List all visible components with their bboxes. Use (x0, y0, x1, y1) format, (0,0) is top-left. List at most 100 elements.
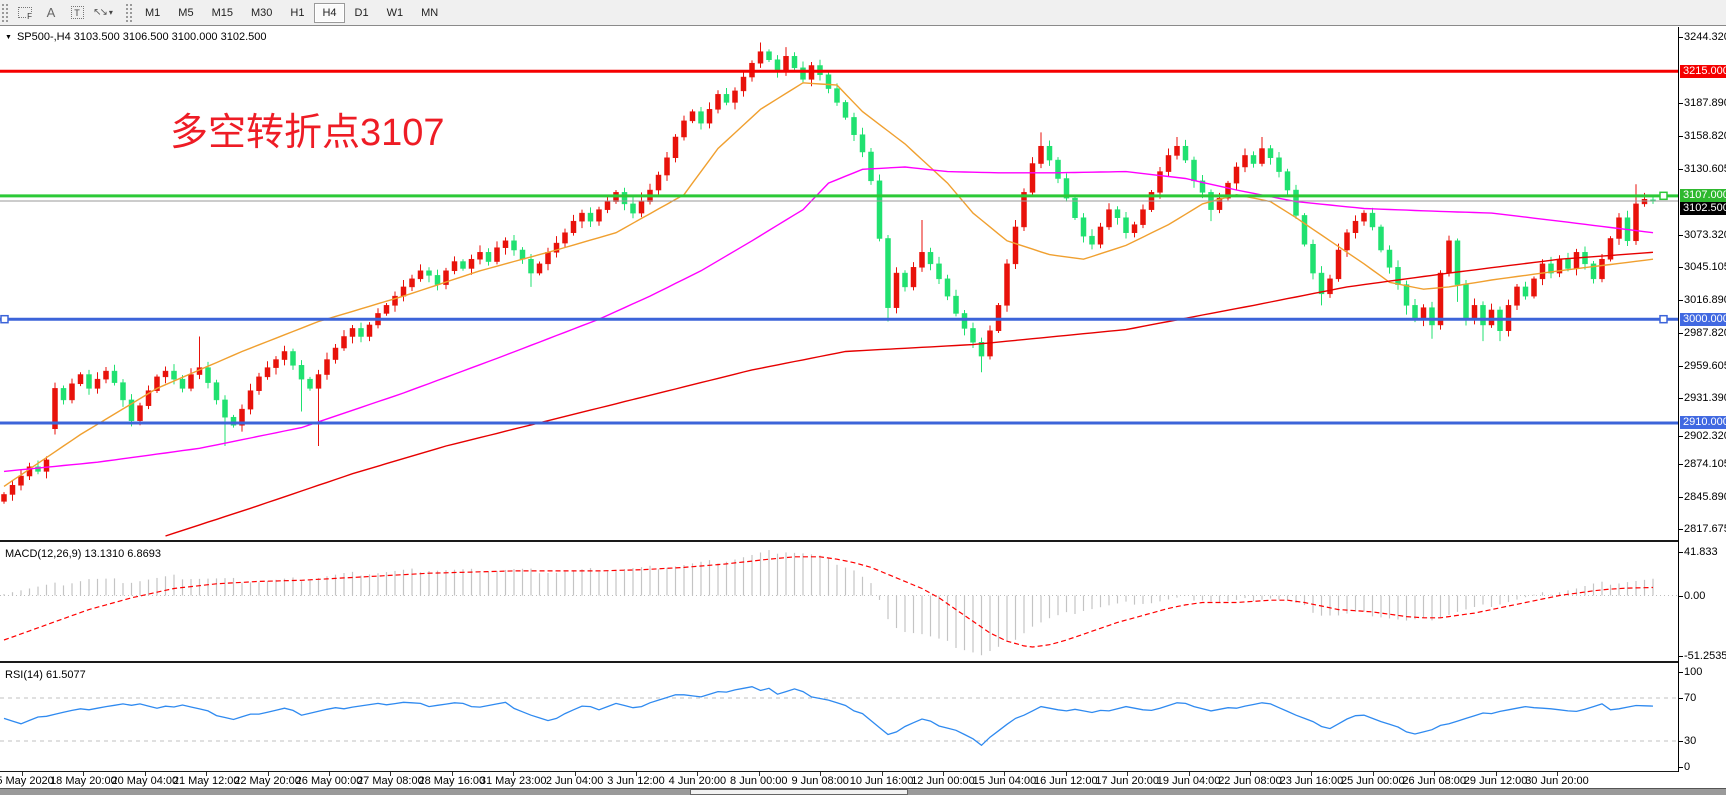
time-label: 15 May 2020 (0, 775, 54, 787)
hline-handle-right-pivot-3107[interactable] (1659, 191, 1668, 201)
timeframe-button-m1[interactable]: M1 (137, 3, 168, 23)
pivot-annotation-text[interactable]: 多空转折点3107 (170, 112, 445, 154)
axis-tick (1679, 168, 1683, 170)
price-tick-label: 2987.820 (1684, 327, 1726, 340)
time-tick (697, 772, 699, 776)
ma-mid-magenta (3, 166, 1654, 473)
axis-tick (1679, 698, 1683, 699)
price-tick-label: 3244.320 (1684, 31, 1726, 44)
price-axis[interactable]: 3244.320 3187.890 3158.820 3130.605 3073.320… (1678, 27, 1726, 773)
template-grid-icon: F (18, 7, 32, 21)
axis-tick (1679, 464, 1683, 466)
hline-handle-right-support-3000[interactable] (1659, 314, 1668, 324)
chevron-down-icon[interactable]: ▾ (108, 8, 113, 17)
time-tick (83, 772, 85, 776)
timeframe-button-m30[interactable]: M30 (243, 3, 280, 23)
horizontal-scrollbar[interactable] (0, 788, 1726, 795)
time-label: 22 Jun 08:00 (1218, 775, 1282, 787)
timeframe-button-h1[interactable]: H1 (282, 3, 312, 23)
price-tick-label: 3073.320 (1684, 228, 1726, 241)
price-badge-3215.000: 3215.000 (1680, 64, 1726, 78)
time-label: 20 May 04:00 (111, 775, 179, 787)
macd-label: MACD(12,26,9) 13.1310 6.8693 (5, 548, 161, 560)
price-tick-label: 2845.890 (1684, 490, 1726, 503)
timeframe-button-d1[interactable]: D1 (347, 3, 377, 23)
arrows-tool-button[interactable]: ↖↘ ▾ (90, 2, 116, 24)
timeframe-button-h4[interactable]: H4 (314, 2, 345, 23)
hline-handle-left-support-3000[interactable] (0, 314, 9, 324)
axis-tick (1679, 435, 1683, 437)
price-tick-label: 2931.390 (1684, 392, 1726, 405)
time-tick (206, 772, 208, 776)
symbol-ohlc-text: SP500-,H4 3103.500 3106.500 3100.000 310… (16, 31, 267, 43)
rsi-axis-label: 100 (1684, 666, 1703, 678)
time-label: 28 May 16:00 (418, 775, 486, 787)
time-tick (1188, 772, 1190, 776)
price-badge-3102.500: 3102.500 (1680, 202, 1726, 216)
time-tick (1065, 772, 1067, 776)
time-tick (513, 772, 515, 776)
axis-tick (1679, 595, 1683, 597)
time-tick (267, 772, 269, 776)
macd-panel[interactable]: MACD(12,26,9) 13.1310 6.8693 (0, 545, 1678, 663)
axis-tick (1679, 496, 1683, 498)
timeframe-button-m15[interactable]: M15 (204, 3, 241, 23)
time-label: 15 Jun 04:00 (972, 775, 1037, 787)
time-tick (1311, 772, 1313, 776)
timeframe-button-mn[interactable]: MN (413, 3, 446, 23)
time-label: 31 May 23:00 (479, 775, 547, 787)
scrollbar-thumb[interactable] (690, 789, 908, 795)
time-tick (636, 772, 637, 776)
arrows-icon: ↖↘ (93, 7, 108, 18)
macd-chart[interactable] (0, 545, 1678, 663)
ma-slow-red (165, 251, 1654, 537)
time-label: 26 May 00:00 (295, 775, 363, 787)
time-tick (1434, 772, 1436, 776)
text-box-icon: T (70, 6, 84, 19)
time-tick (329, 772, 330, 776)
time-label: 2 Jun 04:00 (545, 775, 604, 787)
main-chart-panel[interactable]: ▼ SP500-,H4 3103.500 3106.500 3100.000 3… (0, 27, 1678, 542)
time-label: 3 Jun 12:00 (607, 775, 665, 787)
axis-tick (1679, 767, 1683, 768)
time-tick (390, 772, 392, 776)
macd-signal-line (3, 556, 1654, 648)
price-tick-label: 3187.890 (1684, 96, 1726, 109)
time-tick (22, 772, 23, 776)
rsi-axis-label: 70 (1684, 692, 1697, 704)
text-label-tool-button[interactable]: A (38, 2, 64, 24)
chart-template-tool-button[interactable]: F (12, 2, 38, 24)
time-tick (1372, 772, 1374, 776)
time-tick (451, 772, 453, 776)
rsi-panel[interactable]: RSI(14) 61.5077 (0, 666, 1678, 772)
toolbar-drag-handle[interactable] (2, 3, 8, 22)
timeframe-button-m5[interactable]: M5 (170, 3, 201, 23)
time-label: 4 Jun 20:00 (668, 775, 727, 787)
time-label: 22 May 20:00 (234, 775, 301, 787)
price-tick-label: 3130.605 (1684, 162, 1726, 175)
timeframe-button-w1[interactable]: W1 (379, 3, 412, 23)
axis-tick (1679, 234, 1683, 236)
rsi-line (3, 686, 1654, 747)
axis-tick (1679, 136, 1683, 138)
price-tick-label: 2902.320 (1684, 429, 1726, 442)
ma-fast-orange (3, 82, 1654, 487)
time-tick (1250, 772, 1251, 776)
axis-tick (1679, 333, 1683, 335)
time-label: 23 Jun 16:00 (1279, 775, 1344, 787)
time-label: 10 Jun 16:00 (849, 775, 914, 787)
time-tick (758, 772, 760, 776)
candlestick-chart[interactable] (0, 27, 1678, 542)
text-box-tool-button[interactable]: T (64, 2, 90, 24)
axis-tick (1679, 398, 1683, 400)
rsi-chart[interactable] (0, 666, 1678, 772)
price-tick-label: 2874.105 (1684, 458, 1726, 471)
timeframe-group-drag-handle[interactable] (126, 3, 132, 22)
time-tick (943, 772, 944, 776)
time-tick (881, 772, 883, 776)
symbol-dropdown-icon[interactable]: ▼ (5, 33, 12, 41)
axis-tick (1679, 741, 1683, 742)
price-badge-3107.000: 3107.000 (1680, 189, 1726, 203)
